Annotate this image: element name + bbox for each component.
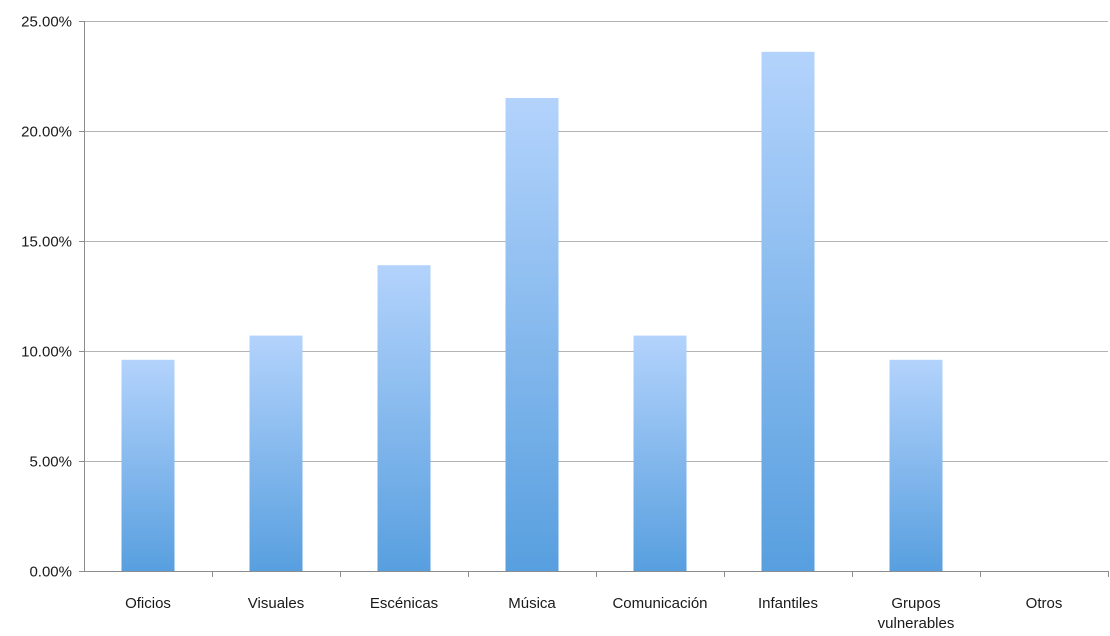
bar: [121, 359, 175, 571]
x-category-label: Otros: [1026, 595, 1063, 612]
bar: [249, 335, 303, 571]
x-category-label: Visuales: [248, 595, 304, 612]
x-category-label: Oficios: [125, 595, 171, 612]
x-category-label: Música: [508, 595, 556, 612]
gridlines: [84, 21, 1108, 462]
y-tick-label: 0.00%: [29, 564, 72, 581]
x-category-label: Grupos vulnerables: [878, 595, 955, 631]
y-tick-label: 15.00%: [21, 234, 72, 251]
bar: [633, 335, 687, 571]
y-tick-label: 20.00%: [21, 124, 72, 141]
bar: [505, 98, 559, 571]
bar: [889, 359, 943, 571]
x-category-labels: Oficios Visuales Escénicas Música Comunicaci…: [125, 595, 1063, 632]
y-tick-label: 10.00%: [21, 344, 72, 361]
y-tick-label: 25.00%: [21, 14, 72, 31]
axes: [79, 21, 1109, 577]
x-category-label: Infantiles: [758, 595, 818, 612]
y-tick-label: 5.00%: [29, 454, 72, 471]
y-tick-labels: 0.00% 5.00% 10.00% 15.00% 20.00% 25.00%: [21, 14, 72, 581]
bar: [377, 265, 431, 571]
bar: [761, 51, 815, 572]
bars: [121, 51, 943, 572]
x-category-label: Comunicación: [612, 595, 707, 612]
x-category-label: Escénicas: [370, 595, 438, 612]
